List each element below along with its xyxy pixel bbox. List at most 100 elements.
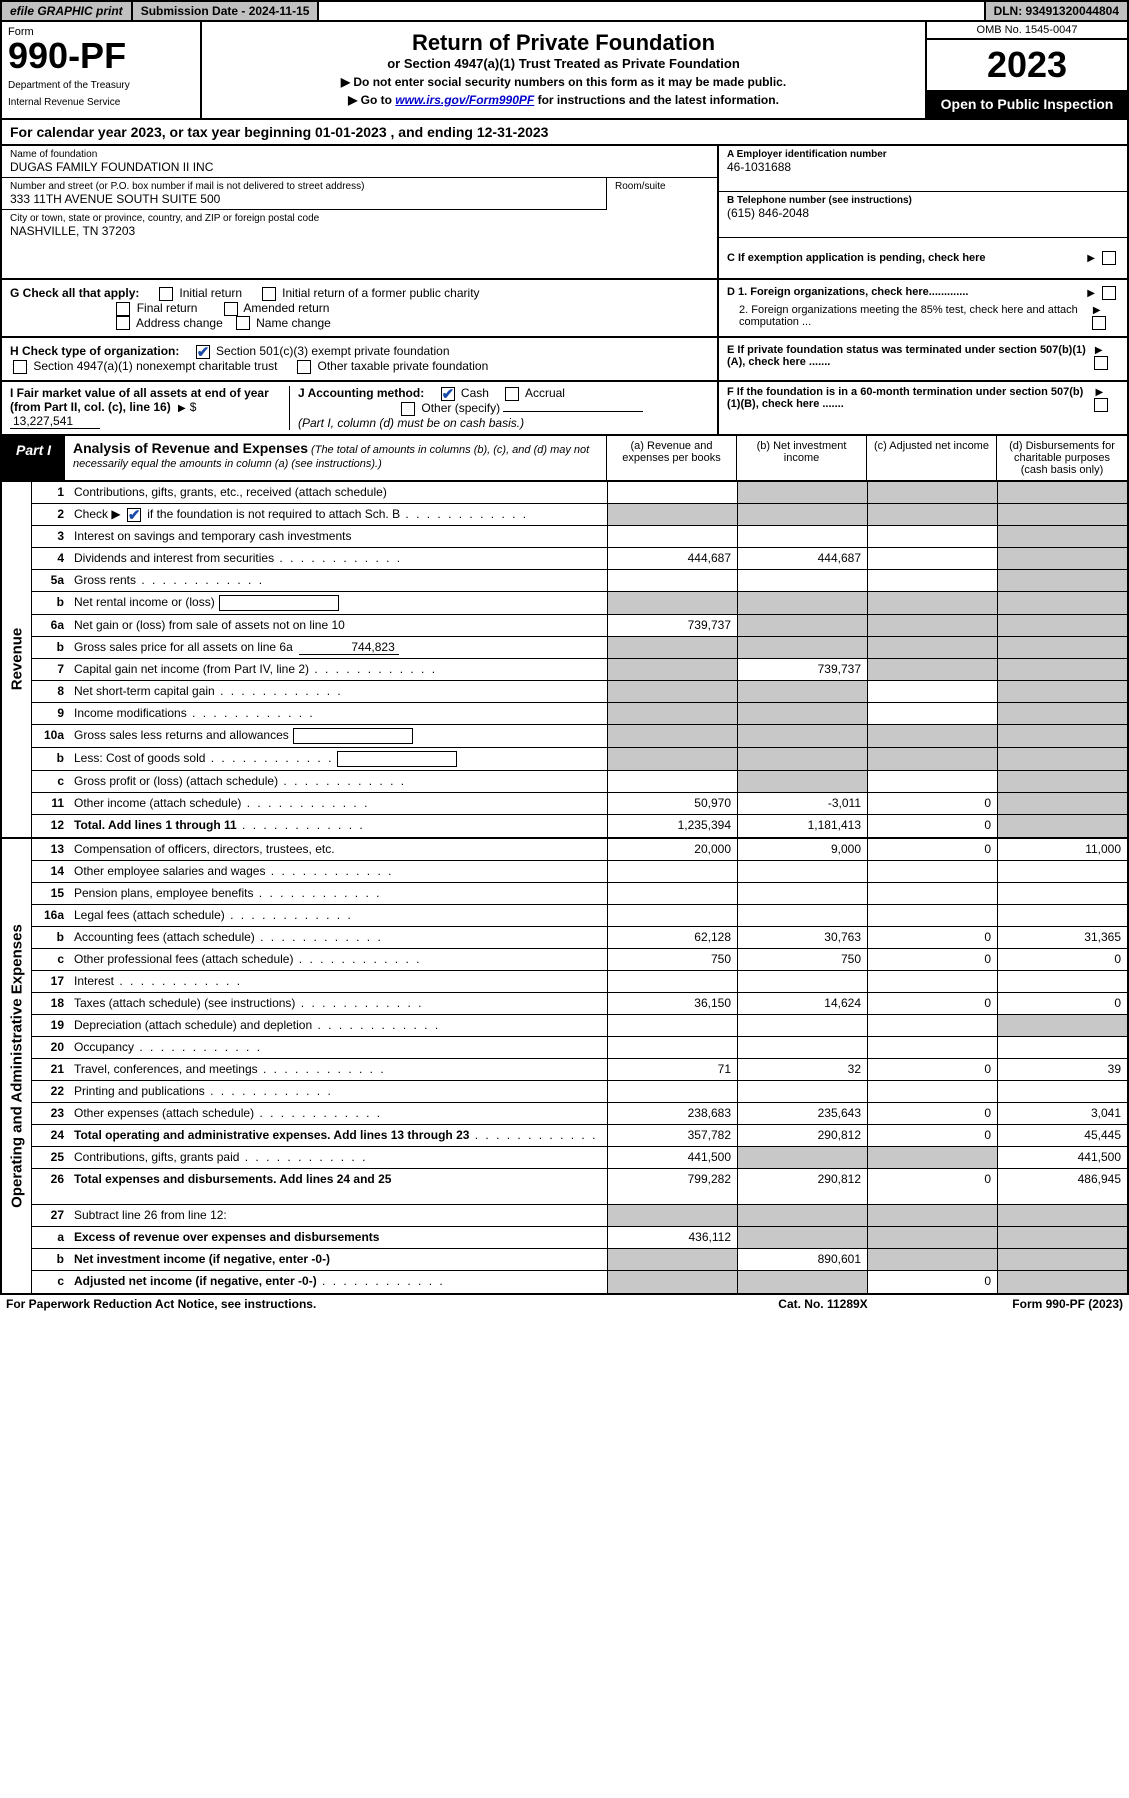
j-other-cb[interactable] xyxy=(401,402,415,416)
g-o2: Initial return of a former public charit… xyxy=(282,286,479,300)
d-section: D 1. Foreign organizations, check here..… xyxy=(717,280,1127,336)
footer-left: For Paperwork Reduction Act Notice, see … xyxy=(6,1297,723,1311)
tel-cell: B Telephone number (see instructions) (6… xyxy=(719,192,1127,238)
h-other-taxable-cb[interactable] xyxy=(297,360,311,374)
h-section: H Check type of organization: Section 50… xyxy=(2,338,717,380)
d1-label: D 1. Foreign organizations, check here..… xyxy=(727,286,968,298)
page-footer: For Paperwork Reduction Act Notice, see … xyxy=(0,1295,1129,1313)
foundation-name: DUGAS FAMILY FOUNDATION II INC xyxy=(10,160,709,174)
i-label: I Fair market value of all assets at end… xyxy=(10,386,269,414)
arrow-icon xyxy=(1095,386,1103,398)
e-label: E If private foundation status was termi… xyxy=(727,344,1086,368)
i-j-section: I Fair market value of all assets at end… xyxy=(2,382,717,434)
g-o6: Name change xyxy=(256,316,331,330)
f-label: F If the foundation is in a 60-month ter… xyxy=(727,386,1083,410)
j-note: (Part I, column (d) must be on cash basi… xyxy=(298,416,709,430)
d2-label: 2. Foreign organizations meeting the 85%… xyxy=(727,304,1089,330)
r2-checkbox[interactable] xyxy=(127,508,141,522)
arrow-icon xyxy=(178,400,186,414)
h-label: H Check type of organization: xyxy=(10,344,179,358)
col-d-head: (d) Disbursements for charitable purpose… xyxy=(997,436,1127,480)
g-o1: Initial return xyxy=(179,286,242,300)
r6b-inline: 744,823 xyxy=(299,640,399,655)
topbar-spacer xyxy=(319,2,985,20)
c-checkbox[interactable] xyxy=(1102,251,1116,265)
part1-header: Part I Analysis of Revenue and Expenses … xyxy=(0,436,1129,482)
h-501c3-cb[interactable] xyxy=(196,345,210,359)
i-j-f-row: I Fair market value of all assets at end… xyxy=(0,382,1129,436)
h-4947-cb[interactable] xyxy=(13,360,27,374)
expenses-table: Operating and Administrative Expenses 13… xyxy=(0,839,1129,1295)
arrow-icon xyxy=(1095,344,1103,356)
g-o5: Address change xyxy=(136,316,223,330)
j-other-input[interactable] xyxy=(503,411,643,412)
name-label: Name of foundation xyxy=(10,149,709,160)
e-checkbox[interactable] xyxy=(1094,356,1108,370)
g-section: G Check all that apply: Initial return I… xyxy=(2,280,717,336)
addr-label: Number and street (or P.O. box number if… xyxy=(10,181,598,192)
header-right: OMB No. 1545-0047 2023 Open to Public In… xyxy=(927,22,1127,118)
arrow-icon xyxy=(1093,304,1101,316)
submission-date: Submission Date - 2024-11-15 xyxy=(133,2,320,20)
dept-treasury: Department of the Treasury xyxy=(8,80,194,91)
j-cash-cb[interactable] xyxy=(441,387,455,401)
f-section: F If the foundation is in a 60-month ter… xyxy=(717,382,1127,434)
j-o1: Cash xyxy=(461,386,489,400)
j-accrual-cb[interactable] xyxy=(505,387,519,401)
footer-right: Form 990-PF (2023) xyxy=(923,1297,1123,1311)
city-label: City or town, state or province, country… xyxy=(10,213,709,224)
open-inspection: Open to Public Inspection xyxy=(927,90,1127,118)
info-block-1: Name of foundation DUGAS FAMILY FOUNDATI… xyxy=(0,146,1129,280)
street-address: 333 11TH AVENUE SOUTH SUITE 500 xyxy=(10,192,598,206)
g-label: G Check all that apply: xyxy=(10,286,139,300)
tax-year: 2023 xyxy=(927,40,1127,90)
h-o1: Section 501(c)(3) exempt private foundat… xyxy=(216,344,449,358)
bullet-2-pre: ▶ Go to xyxy=(348,93,395,107)
h-o3: Other taxable private foundation xyxy=(318,359,489,373)
part1-title-cell: Analysis of Revenue and Expenses (The to… xyxy=(65,436,607,480)
bullet-1: ▶ Do not enter social security numbers o… xyxy=(210,75,917,89)
i-value: 13,227,541 xyxy=(10,414,100,429)
arrow-icon xyxy=(1087,252,1095,264)
ein-cell: A Employer identification number 46-1031… xyxy=(719,146,1127,192)
bullet-2: ▶ Go to www.irs.gov/Form990PF for instru… xyxy=(210,93,917,107)
g-o4: Amended return xyxy=(243,301,329,315)
part1-badge: Part I xyxy=(2,436,65,480)
tel-value: (615) 846-2048 xyxy=(727,206,1119,220)
form990pf-link[interactable]: www.irs.gov/Form990PF xyxy=(395,93,534,107)
g-amended-cb[interactable] xyxy=(224,302,238,316)
g-address-change-cb[interactable] xyxy=(116,316,130,330)
city-cell: City or town, state or province, country… xyxy=(2,210,717,241)
form-number: 990-PF xyxy=(8,38,194,74)
e-section: E If private foundation status was termi… xyxy=(717,338,1127,380)
form-subtitle: or Section 4947(a)(1) Trust Treated as P… xyxy=(210,56,917,71)
expenses-vlabel: Operating and Administrative Expenses xyxy=(2,839,32,1293)
form-header: Form 990-PF Department of the Treasury I… xyxy=(0,22,1129,120)
d2-checkbox[interactable] xyxy=(1092,316,1106,330)
h-e-row: H Check type of organization: Section 50… xyxy=(0,338,1129,382)
r5b-box xyxy=(219,595,339,611)
d1-checkbox[interactable] xyxy=(1102,286,1116,300)
f-checkbox[interactable] xyxy=(1094,398,1108,412)
name-cell: Name of foundation DUGAS FAMILY FOUNDATI… xyxy=(2,146,717,178)
revenue-vtext: Revenue xyxy=(8,628,25,691)
top-bar: efile GRAPHIC print Submission Date - 20… xyxy=(0,0,1129,22)
g-former-public-cb[interactable] xyxy=(262,287,276,301)
c-cell: C If exemption application is pending, c… xyxy=(719,238,1127,278)
r10b-box xyxy=(337,751,457,767)
c-label: C If exemption application is pending, c… xyxy=(727,252,986,264)
irs-label: Internal Revenue Service xyxy=(8,97,194,108)
g-initial-return-cb[interactable] xyxy=(159,287,173,301)
j-o3: Other (specify) xyxy=(421,401,500,415)
omb-number: OMB No. 1545-0047 xyxy=(927,22,1127,40)
col-b-head: (b) Net investment income xyxy=(737,436,867,480)
form-title: Return of Private Foundation xyxy=(210,30,917,56)
g-name-change-cb[interactable] xyxy=(236,316,250,330)
g-d-row: G Check all that apply: Initial return I… xyxy=(0,280,1129,338)
room-label: Room/suite xyxy=(607,178,717,210)
g-final-return-cb[interactable] xyxy=(116,302,130,316)
addr-cell: Number and street (or P.O. box number if… xyxy=(2,178,607,210)
part1-title: Analysis of Revenue and Expenses xyxy=(73,440,308,456)
g-o3: Final return xyxy=(137,301,198,315)
city-value: NASHVILLE, TN 37203 xyxy=(10,224,709,238)
